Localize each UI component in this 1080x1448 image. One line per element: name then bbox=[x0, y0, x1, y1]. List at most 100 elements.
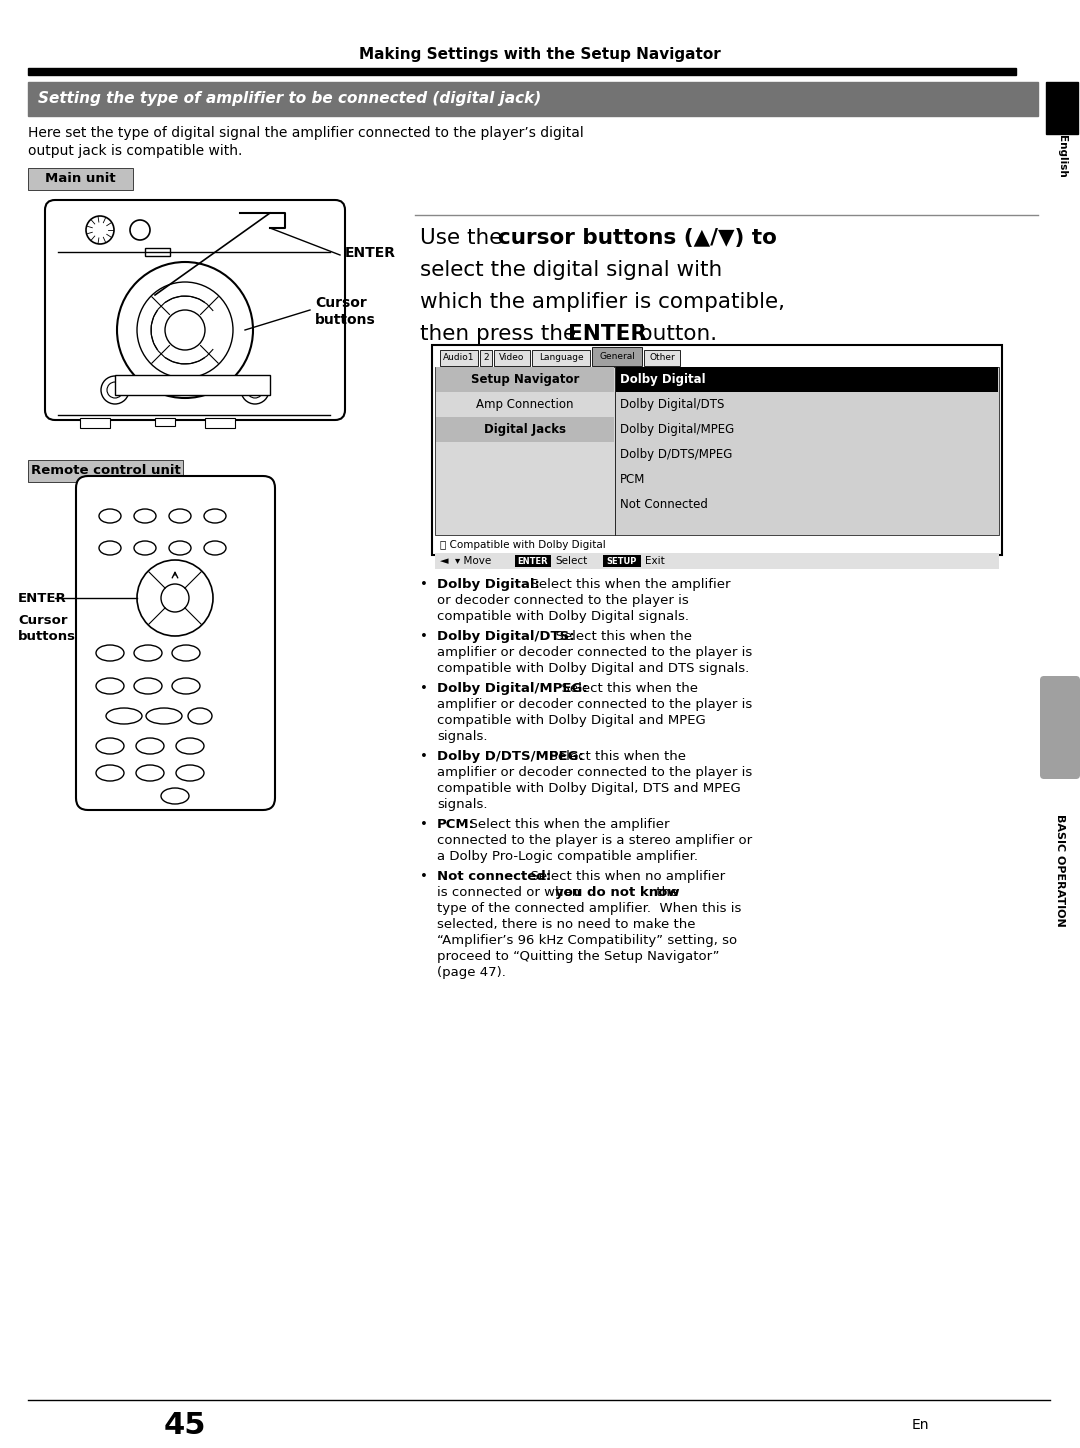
Text: buttons: buttons bbox=[315, 313, 376, 327]
Text: Dolby Digital/MPEG:: Dolby Digital/MPEG: bbox=[437, 682, 588, 695]
Bar bbox=[435, 366, 615, 534]
Text: Making Settings with the Setup Navigator: Making Settings with the Setup Navigator bbox=[360, 48, 720, 62]
Bar bbox=[28, 168, 133, 190]
Text: SETUP: SETUP bbox=[607, 556, 637, 566]
Text: type of the connected amplifier.  When this is: type of the connected amplifier. When th… bbox=[437, 902, 741, 915]
Bar bbox=[435, 553, 999, 569]
Bar bbox=[432, 345, 1002, 555]
Text: Cursor: Cursor bbox=[18, 614, 67, 627]
Bar bbox=[532, 350, 590, 366]
Text: ENTER: ENTER bbox=[18, 591, 67, 604]
Bar bbox=[1047, 83, 1078, 135]
Text: amplifier or decoder connected to the player is: amplifier or decoder connected to the pl… bbox=[437, 646, 753, 659]
Text: 45: 45 bbox=[164, 1410, 206, 1439]
Text: buttons: buttons bbox=[18, 630, 76, 643]
Text: BASIC OPERATION: BASIC OPERATION bbox=[1055, 814, 1065, 927]
Text: Setup Navigator: Setup Navigator bbox=[471, 374, 579, 387]
Text: •: • bbox=[420, 870, 428, 883]
Text: Select this when the: Select this when the bbox=[546, 630, 692, 643]
Bar bbox=[28, 68, 1016, 75]
Ellipse shape bbox=[188, 708, 212, 724]
Text: •: • bbox=[420, 578, 428, 591]
Bar bbox=[80, 418, 110, 429]
Text: Select: Select bbox=[555, 556, 588, 566]
Bar bbox=[440, 350, 478, 366]
Text: •: • bbox=[420, 818, 428, 831]
Bar bbox=[205, 418, 235, 429]
Text: cursor buttons (▲/▼) to: cursor buttons (▲/▼) to bbox=[498, 227, 777, 248]
Text: Use the: Use the bbox=[420, 227, 510, 248]
Ellipse shape bbox=[134, 510, 156, 523]
Text: “Amplifier’s 96 kHz Compatibility” setting, so: “Amplifier’s 96 kHz Compatibility” setti… bbox=[437, 934, 738, 947]
Text: Dolby Digital: Dolby Digital bbox=[620, 374, 705, 387]
Text: General: General bbox=[599, 352, 635, 361]
Ellipse shape bbox=[161, 788, 189, 804]
Text: Dolby Digital:: Dolby Digital: bbox=[437, 578, 540, 591]
Text: signals.: signals. bbox=[437, 730, 487, 743]
Text: 2: 2 bbox=[483, 353, 489, 362]
Bar bbox=[644, 350, 680, 366]
Text: you do not know: you do not know bbox=[555, 886, 679, 899]
Text: PCM:: PCM: bbox=[437, 818, 475, 831]
Text: Not Connected: Not Connected bbox=[620, 498, 707, 511]
Ellipse shape bbox=[106, 708, 141, 724]
Ellipse shape bbox=[172, 678, 200, 694]
Text: Exit: Exit bbox=[645, 556, 665, 566]
Text: Other: Other bbox=[649, 353, 675, 362]
Ellipse shape bbox=[96, 765, 124, 780]
Text: Amp Connection: Amp Connection bbox=[476, 398, 573, 411]
Text: proceed to “Quitting the Setup Navigator”: proceed to “Quitting the Setup Navigator… bbox=[437, 950, 719, 963]
Text: Select this when the amplifier: Select this when the amplifier bbox=[461, 818, 670, 831]
Text: the: the bbox=[652, 886, 678, 899]
Text: Video: Video bbox=[499, 353, 525, 362]
Text: signals.: signals. bbox=[437, 798, 487, 811]
Text: button.: button. bbox=[632, 324, 717, 345]
Ellipse shape bbox=[172, 644, 200, 660]
Bar bbox=[615, 366, 999, 534]
Text: •: • bbox=[420, 682, 428, 695]
Ellipse shape bbox=[146, 708, 183, 724]
Bar bbox=[114, 375, 270, 395]
Text: Dolby D/DTS/MPEG: Dolby D/DTS/MPEG bbox=[620, 447, 732, 460]
Circle shape bbox=[130, 220, 150, 240]
Text: En: En bbox=[912, 1418, 929, 1432]
Text: Main unit: Main unit bbox=[44, 172, 116, 185]
Ellipse shape bbox=[136, 738, 164, 754]
Text: ◄: ◄ bbox=[440, 556, 448, 566]
Text: Select this when the: Select this when the bbox=[553, 682, 698, 695]
Text: connected to the player is a stereo amplifier or: connected to the player is a stereo ampl… bbox=[437, 834, 752, 847]
Bar bbox=[436, 417, 615, 442]
Bar bbox=[156, 418, 175, 426]
Text: compatible with Dolby Digital signals.: compatible with Dolby Digital signals. bbox=[437, 610, 689, 623]
Ellipse shape bbox=[134, 644, 162, 660]
Text: Dolby D/DTS/MPEG:: Dolby D/DTS/MPEG: bbox=[437, 750, 584, 763]
Circle shape bbox=[102, 376, 129, 404]
Text: ▾ Move: ▾ Move bbox=[455, 556, 491, 566]
FancyBboxPatch shape bbox=[76, 476, 275, 809]
Text: Select this when the: Select this when the bbox=[541, 750, 686, 763]
Circle shape bbox=[161, 584, 189, 613]
Text: (page 47).: (page 47). bbox=[437, 966, 505, 979]
Text: is connected or when: is connected or when bbox=[437, 886, 584, 899]
Ellipse shape bbox=[96, 738, 124, 754]
Bar bbox=[592, 348, 642, 366]
Ellipse shape bbox=[204, 510, 226, 523]
Circle shape bbox=[107, 382, 123, 398]
Circle shape bbox=[137, 282, 233, 378]
Ellipse shape bbox=[134, 542, 156, 555]
Ellipse shape bbox=[168, 510, 191, 523]
Text: Here set the type of digital signal the amplifier connected to the player’s digi: Here set the type of digital signal the … bbox=[28, 126, 584, 140]
Bar bbox=[28, 83, 1038, 116]
Text: Dolby Digital/DTS: Dolby Digital/DTS bbox=[620, 398, 725, 411]
Text: a Dolby Pro-Logic compatible amplifier.: a Dolby Pro-Logic compatible amplifier. bbox=[437, 850, 698, 863]
FancyBboxPatch shape bbox=[45, 200, 345, 420]
Text: Dolby Digital/DTS:: Dolby Digital/DTS: bbox=[437, 630, 575, 643]
Bar bbox=[515, 555, 551, 568]
Text: Digital Jacks: Digital Jacks bbox=[484, 423, 566, 436]
Text: Audio1: Audio1 bbox=[443, 353, 475, 362]
Text: Select this when the amplifier: Select this when the amplifier bbox=[523, 578, 731, 591]
Text: ⓘ Compatible with Dolby Digital: ⓘ Compatible with Dolby Digital bbox=[440, 540, 606, 550]
Ellipse shape bbox=[96, 678, 124, 694]
Text: amplifier or decoder connected to the player is: amplifier or decoder connected to the pl… bbox=[437, 766, 753, 779]
Text: Select this when no amplifier: Select this when no amplifier bbox=[523, 870, 726, 883]
